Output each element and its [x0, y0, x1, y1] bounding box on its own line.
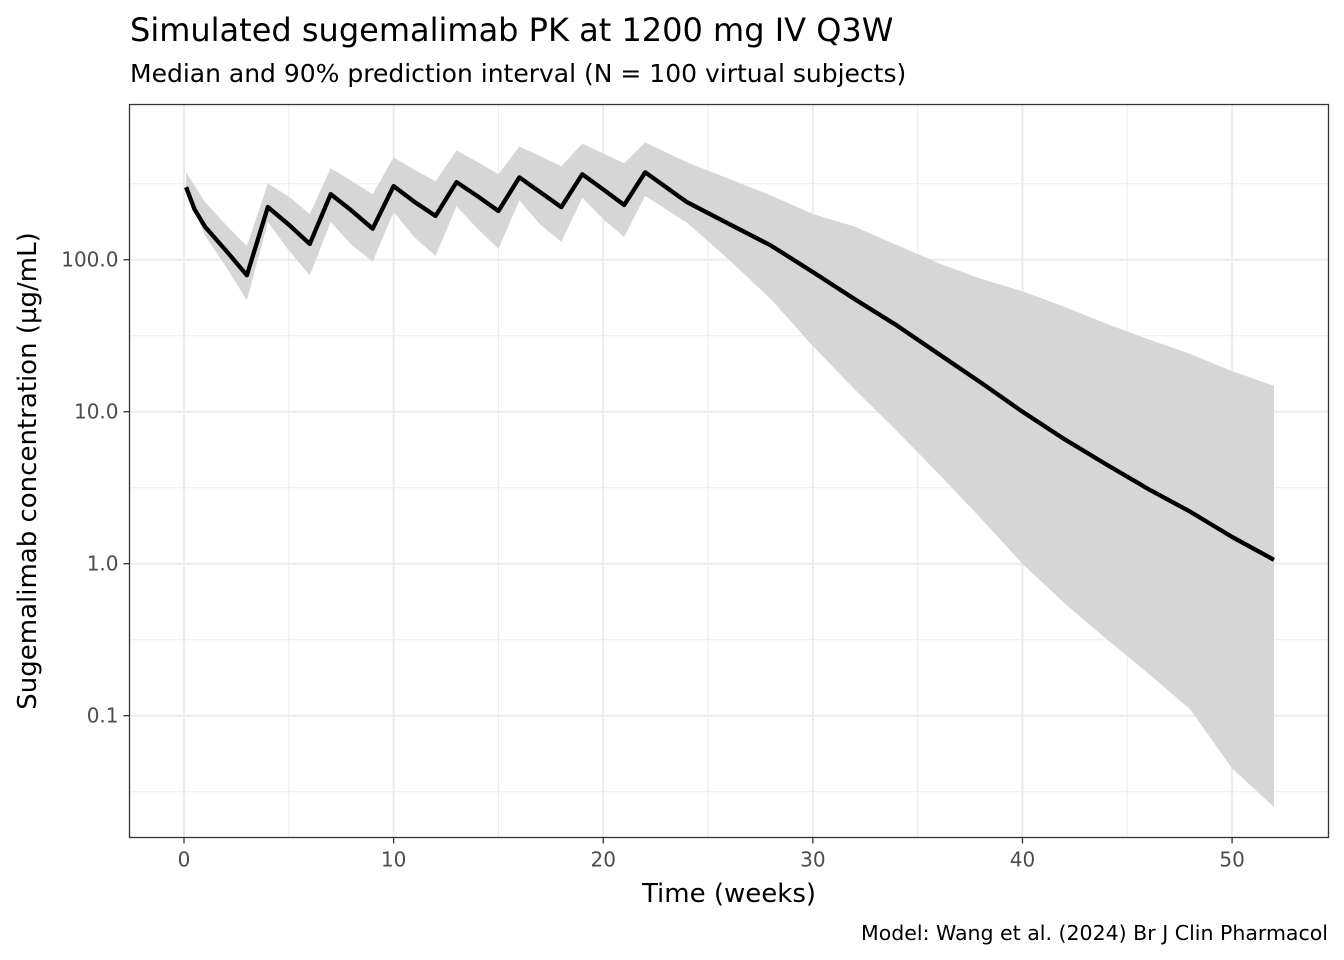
y-axis: 0.1 1.0 10.0 100.0	[61, 248, 130, 728]
x-tick-label: 40	[1010, 848, 1035, 872]
x-tick-label: 10	[381, 848, 406, 872]
median-line-layer	[184, 170, 1276, 562]
prediction-interval-layer	[186, 142, 1275, 808]
y-tick-label: 10.0	[74, 400, 119, 424]
chart-caption: Model: Wang et al. (2024) Br J Clin Phar…	[861, 921, 1328, 945]
x-tick-label: 20	[591, 848, 616, 872]
median-line	[184, 170, 1276, 562]
plot-border	[128, 103, 1330, 839]
prediction-interval-ribbon	[186, 142, 1275, 808]
y-tick-label: 0.1	[87, 704, 119, 728]
x-axis: 0 10 20 30 40 50	[178, 837, 1245, 872]
y-tick-label: 100.0	[61, 248, 118, 272]
x-axis-title: Time (weeks)	[641, 879, 816, 909]
x-tick-label: 0	[178, 848, 191, 872]
x-tick-label: 30	[800, 848, 825, 872]
y-tick-label: 1.0	[87, 552, 119, 576]
x-tick-label: 50	[1219, 848, 1244, 872]
y-axis-title: Sugemalimab concentration (µg/mL)	[13, 232, 43, 709]
chart-title: Simulated sugemalimab PK at 1200 mg IV Q…	[130, 11, 893, 49]
chart-subtitle: Median and 90% prediction interval (N = …	[130, 59, 906, 88]
